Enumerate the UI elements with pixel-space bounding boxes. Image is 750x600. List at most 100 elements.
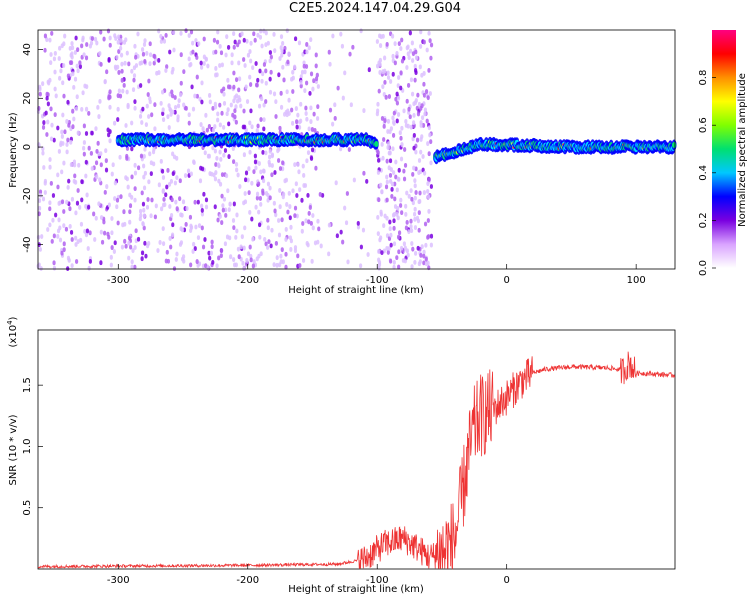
spectrogram-cell [193,199,197,205]
spectrogram-cell [273,48,277,54]
spectrogram-cell [142,207,146,213]
spectrogram-cell [82,151,86,157]
spectrogram-cell [179,80,183,86]
spectrogram-cell [62,93,66,99]
spectrogram-cell [398,130,402,136]
spectrogram-cell [220,193,224,199]
spectrogram-cell [387,141,391,147]
spectrogram-cell [409,77,414,83]
spectrogram-cell [395,91,399,97]
spectrogram-cell [108,42,112,48]
spectrogram-cell [141,201,146,207]
spectrogram-cell [159,101,163,106]
spectrogram-cell [43,190,47,195]
spectrogram-cell [422,260,426,266]
spectrogram-cell [399,46,403,51]
spectrogram-cell [280,52,284,58]
spectrogram-cell [153,126,157,132]
spectrogram-x-tick-label: 100 [627,275,646,286]
spectrogram-cell [62,247,66,253]
spectrogram-cell [304,218,308,224]
spectrogram-cell [244,170,249,176]
spectrogram-cell [160,168,165,174]
spectrogram-cell [147,78,151,84]
spectrogram-cell [429,233,434,239]
spectrogram-cell [95,148,99,154]
spectrogram-cell [257,181,261,187]
spectrogram-cell [428,91,432,96]
spectrogram-cell [80,197,84,203]
spectrogram-cell [107,58,111,63]
spectrogram-cell [302,60,306,66]
spectrogram-cell [170,93,175,99]
spectrogram-cell [426,260,430,266]
spectrogram-cell [416,245,420,251]
spectrogram-cell [400,37,404,43]
spectrogram-cell [248,120,252,126]
spectrogram-cell [234,161,239,167]
spectrogram-cell [225,34,229,40]
colorbar-gradient [712,30,736,268]
spectrogram-cell [348,51,352,57]
spectrogram-cell [334,180,338,186]
spectrogram-cell [174,257,178,262]
spectrogram-cell [62,241,66,247]
spectrogram-cell [391,170,396,176]
spectrogram-cell [409,228,414,234]
spectrogram-cell [90,36,95,41]
spectrogram-cell [70,41,74,46]
spectrogram-cell [149,213,153,219]
spectrogram-y-tick-label: 40 [22,43,33,56]
spectrogram-cell [281,160,285,166]
spectrogram-cell [66,184,70,190]
spectrogram-cell [405,190,409,196]
spectrogram-cell [45,91,49,97]
colorbar: 0.0 0.2 0.4 0.6 0.8 Normalized spectral ampl… [698,30,748,276]
spectrogram-cell [390,181,395,187]
spectrogram-cell [71,108,75,114]
spectrogram-cell [391,133,396,138]
spectrogram-cell [413,178,417,184]
spectrogram-cell [253,37,257,43]
spectrogram-cell [159,158,163,164]
spectrogram-cell [56,234,60,239]
spectrogram-cell [148,52,153,58]
spectrogram-cell [99,162,103,168]
page-title: C2E5.2024.147.04.29.G04 [288,1,462,16]
spectrogram-cell [427,125,431,131]
spectrogram-cell [226,107,230,113]
spectrogram-cell [70,196,75,202]
spectrogram-cell [106,28,111,34]
spectrogram-cell [399,203,403,208]
spectrogram-cell [94,160,99,166]
spectrogram-cell [376,63,380,69]
spectrogram-cell [426,194,431,200]
spectrogram-cell [258,68,262,74]
spectrogram-cell [230,52,234,58]
spectrogram-cell [38,189,43,195]
spectrogram-cell [197,261,202,267]
spectrogram-cell [295,213,299,219]
spectrogram-cell [73,173,77,179]
spectrogram-cell [41,81,45,87]
spectrogram-cell [72,84,76,90]
spectrogram-cell [179,52,183,58]
spectrogram-cell [279,253,283,259]
spectrogram-cell [423,111,427,117]
spectrogram-cell [189,262,193,268]
spectrogram-cell [281,194,285,200]
spectrogram-cell [277,146,281,152]
spectrogram-cell [52,265,57,271]
spectrogram-cell [388,219,392,225]
spectrogram-cell [58,237,63,243]
spectrogram-cell [219,50,224,56]
spectrogram-cell [120,68,124,74]
spectrogram-cell [396,95,401,101]
spectrogram-cell [207,153,211,159]
spectrogram-cell [248,244,252,250]
spectrogram-cell [181,199,186,205]
spectrogram-cell [69,60,74,66]
spectrogram-cell [213,148,217,154]
spectrogram-cell [159,39,163,44]
spectrogram-cell [410,40,414,46]
